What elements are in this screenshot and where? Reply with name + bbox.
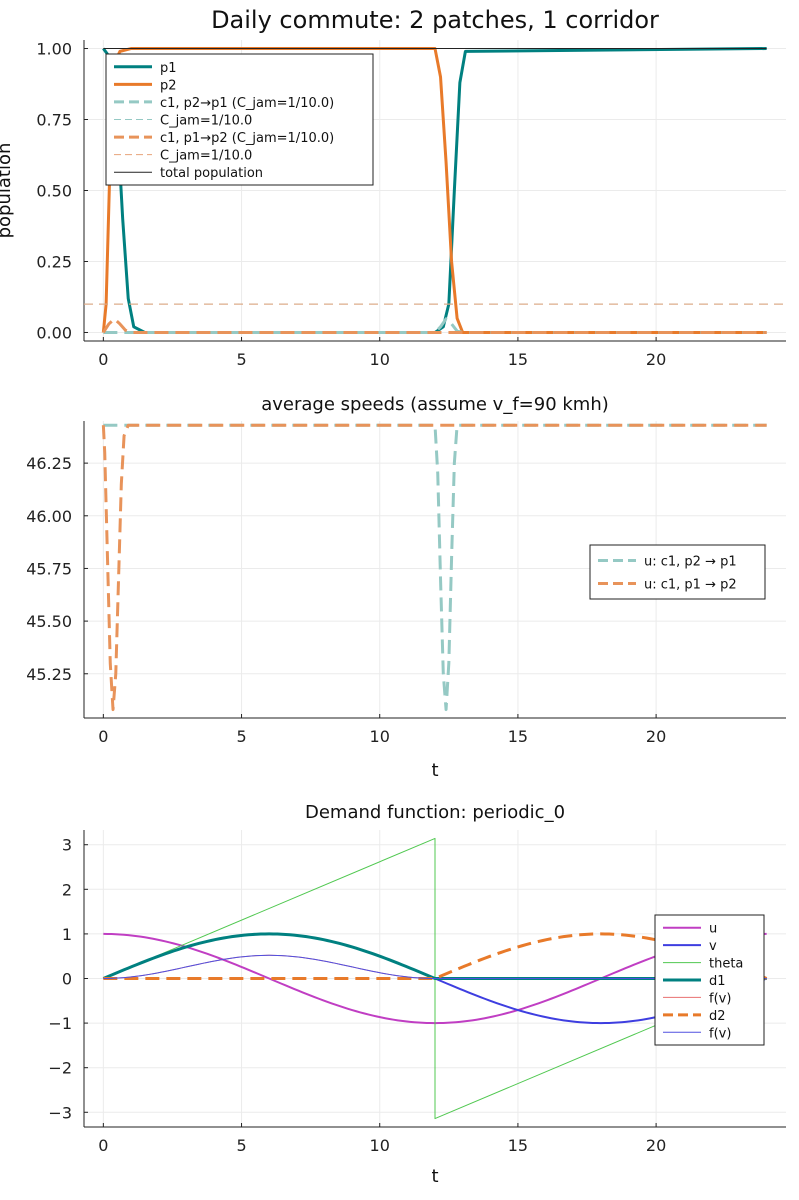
y-tick-label: 45.75 <box>26 559 72 578</box>
legend-entry: c1, p1→p2 (C_jam=1/10.0) <box>160 131 334 146</box>
legend-entry: d2 <box>709 1009 726 1024</box>
x-tick-label: 20 <box>646 350 666 369</box>
series-line-2 <box>103 317 767 334</box>
x-tick-label: 0 <box>98 350 108 369</box>
x-tick-label: 15 <box>508 1136 528 1155</box>
legend-entry: u <box>709 922 717 937</box>
legend: uv theta d1 f(v) d2 f(v) <box>654 914 765 1046</box>
y-tick-label: 2 <box>62 880 72 899</box>
legend: u: c1, p2 → p1 u: c1, p1 → p2 <box>589 544 766 600</box>
y-tick-label: −3 <box>48 1103 72 1122</box>
chart-title: Demand function: periodic_0 <box>305 802 565 823</box>
chart-title: Daily commute: 2 patches, 1 corridor <box>211 6 659 34</box>
y-tick-label: 45.50 <box>26 612 72 631</box>
x-tick-label: 5 <box>236 1136 246 1155</box>
legend-entry: u: c1, p1 → p2 <box>644 578 737 593</box>
series-line-1 <box>101 423 767 712</box>
x-tick-label: 0 <box>98 1136 108 1155</box>
legend-entry: v <box>709 939 717 954</box>
x-axis-label: t <box>431 760 438 781</box>
y-tick-label: −2 <box>48 1059 72 1078</box>
legend-entry: f(v) <box>709 991 731 1006</box>
legend-entry: C_jam=1/10.0 <box>160 149 252 164</box>
x-tick-label: 20 <box>646 727 666 746</box>
legend-entry: p1 <box>160 61 177 76</box>
y-tick-label: 1 <box>62 925 72 944</box>
y-tick-label: 1.00 <box>36 40 72 59</box>
x-axis-label: t <box>431 1166 438 1187</box>
y-tick-label: 0.50 <box>36 182 72 201</box>
y-tick-label: 0 <box>62 970 72 989</box>
series-line-0 <box>103 423 767 712</box>
y-tick-label: 0.25 <box>36 252 72 271</box>
x-tick-label: 10 <box>370 1136 390 1155</box>
plot-area <box>84 47 786 334</box>
legend-entry: f(v) <box>709 1026 731 1041</box>
legend-entry: C_jam=1/10.0 <box>160 114 252 129</box>
demand-function-panel: 0 5 10 15 20 −3 −2 −1 0 1 2 3 Demand function: perio… <box>48 802 786 1187</box>
legend-entry: d1 <box>709 974 726 989</box>
x-tick-label: 0 <box>98 727 108 746</box>
legend-entry: p2 <box>160 78 177 93</box>
x-tick-label: 20 <box>646 1136 666 1155</box>
legend-entry: theta <box>709 957 743 972</box>
population-panel: 0 5 10 15 20 0.00 0.25 0.50 0.75 1.00 Daily commut… <box>0 6 786 369</box>
legend-box <box>589 544 766 600</box>
y-tick-label: 0.75 <box>36 111 72 130</box>
y-tick-label: 46.00 <box>26 507 72 526</box>
y-axis-label: population <box>0 143 15 239</box>
series-line-5 <box>103 932 768 980</box>
x-tick-label: 10 <box>370 350 390 369</box>
legend: p1 p2 c1, p2→p1 (C_jam=1/10.0) C_jam=1/10.0… <box>105 53 374 186</box>
x-tick-label: 5 <box>236 350 246 369</box>
chart-title: average speeds (assume v_f=90 kmh) <box>261 394 609 415</box>
plot-area <box>101 423 767 712</box>
legend-entry: total population <box>160 166 263 181</box>
legend-entry: c1, p2→p1 (C_jam=1/10.0) <box>160 96 334 111</box>
x-tick-label: 15 <box>508 727 528 746</box>
y-tick-label: 45.25 <box>26 665 72 684</box>
average-speeds-panel: 0 5 10 15 20 45.25 45.50 45.75 46.00 46.25 average… <box>26 394 786 781</box>
y-tick-label: 46.25 <box>26 454 72 473</box>
legend-box <box>654 914 765 1046</box>
x-tick-label: 15 <box>508 350 528 369</box>
y-tick-label: 3 <box>62 836 72 855</box>
legend-entry: u: c1, p2 → p1 <box>644 555 737 570</box>
y-tick-label: −1 <box>48 1014 72 1033</box>
x-tick-label: 10 <box>370 727 390 746</box>
legend-box <box>105 53 374 186</box>
x-tick-label: 5 <box>236 727 246 746</box>
series-line-4 <box>102 317 767 334</box>
y-tick-label: 0.00 <box>36 323 72 342</box>
